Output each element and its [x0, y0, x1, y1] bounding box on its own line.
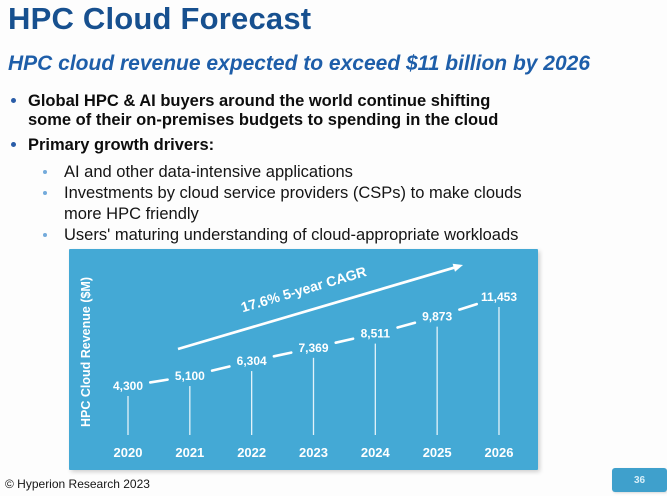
x-tick-2024: 2024 [361, 445, 391, 460]
trend-segment [210, 365, 231, 372]
x-tick-2023: 2023 [299, 445, 328, 460]
value-label-2023: 7,369 [298, 341, 328, 355]
x-tick-2025: 2025 [423, 445, 452, 460]
bullet-item-shifting-budgets: Global HPC & AI buyers around the world … [0, 92, 660, 129]
bullet-list: Global HPC & AI buyers around the world … [0, 92, 660, 246]
x-tick-2020: 2020 [114, 445, 143, 460]
x-tick-2026: 2026 [485, 445, 514, 460]
value-label-2022: 6,304 [237, 354, 267, 368]
sub-bullet-ai-applications: AI and other data-intensive applications [0, 162, 660, 183]
value-label-2020: 4,300 [113, 379, 143, 393]
sub-bullet-dot-icon [43, 169, 47, 174]
bullet-dot-icon [11, 142, 16, 147]
cagr-arrow-line [177, 266, 455, 351]
x-tick-2022: 2022 [237, 445, 266, 460]
bullet-line: Investments by cloud service providers (… [64, 183, 522, 202]
sub-bullet-dot-icon [43, 232, 47, 237]
bullet-item-growth-drivers: Primary growth drivers: [0, 136, 660, 155]
hpc-cloud-revenue-chart: HPC Cloud Revenue ($M) 4,300 2020 5,100 2021… [69, 249, 538, 470]
trend-segment [272, 351, 293, 358]
bullet-dot-icon [11, 98, 16, 103]
bullet-line: some of their on-premises budgets to spe… [28, 110, 499, 129]
cagr-arrow-head-icon [452, 263, 463, 272]
bullet-line: more HPC friendly [64, 204, 199, 223]
cagr-annotation: 17.6% 5-year CAGR [239, 263, 368, 315]
value-label-2024: 8,511 [361, 327, 391, 341]
sub-bullet-dot-icon [43, 190, 47, 195]
copyright-notice: © Hyperion Research 2023 [5, 477, 150, 491]
page-title: HPC Cloud Forecast [8, 1, 312, 36]
value-label-2021: 5,100 [175, 369, 205, 383]
trend-segment [148, 378, 169, 384]
value-label-2025: 9,873 [422, 310, 452, 324]
bullet-line: Primary growth drivers: [28, 136, 215, 154]
chart-canvas: HPC Cloud Revenue ($M) 4,300 2020 5,100 2021… [79, 263, 517, 460]
page-number-badge: 36 [612, 468, 667, 492]
value-label-2026: 11,453 [481, 290, 517, 304]
x-tick-2021: 2021 [175, 445, 204, 460]
trend-segment [396, 321, 417, 329]
trend-segment [334, 337, 355, 344]
bullet-line: AI and other data-intensive applications [64, 162, 353, 181]
bullet-line: Global HPC & AI buyers around the world … [28, 92, 491, 110]
sub-bullet-csp-investments: Investments by cloud service providers (… [0, 183, 660, 225]
trend-segment [458, 302, 479, 311]
sub-bullet-user-understanding: Users' maturing understanding of cloud-a… [0, 225, 660, 246]
bullet-line: Users' maturing understanding of cloud-a… [64, 225, 519, 244]
slide-subtitle: HPC cloud revenue expected to exceed $11… [8, 52, 591, 75]
y-axis-label: HPC Cloud Revenue ($M) [79, 277, 93, 427]
